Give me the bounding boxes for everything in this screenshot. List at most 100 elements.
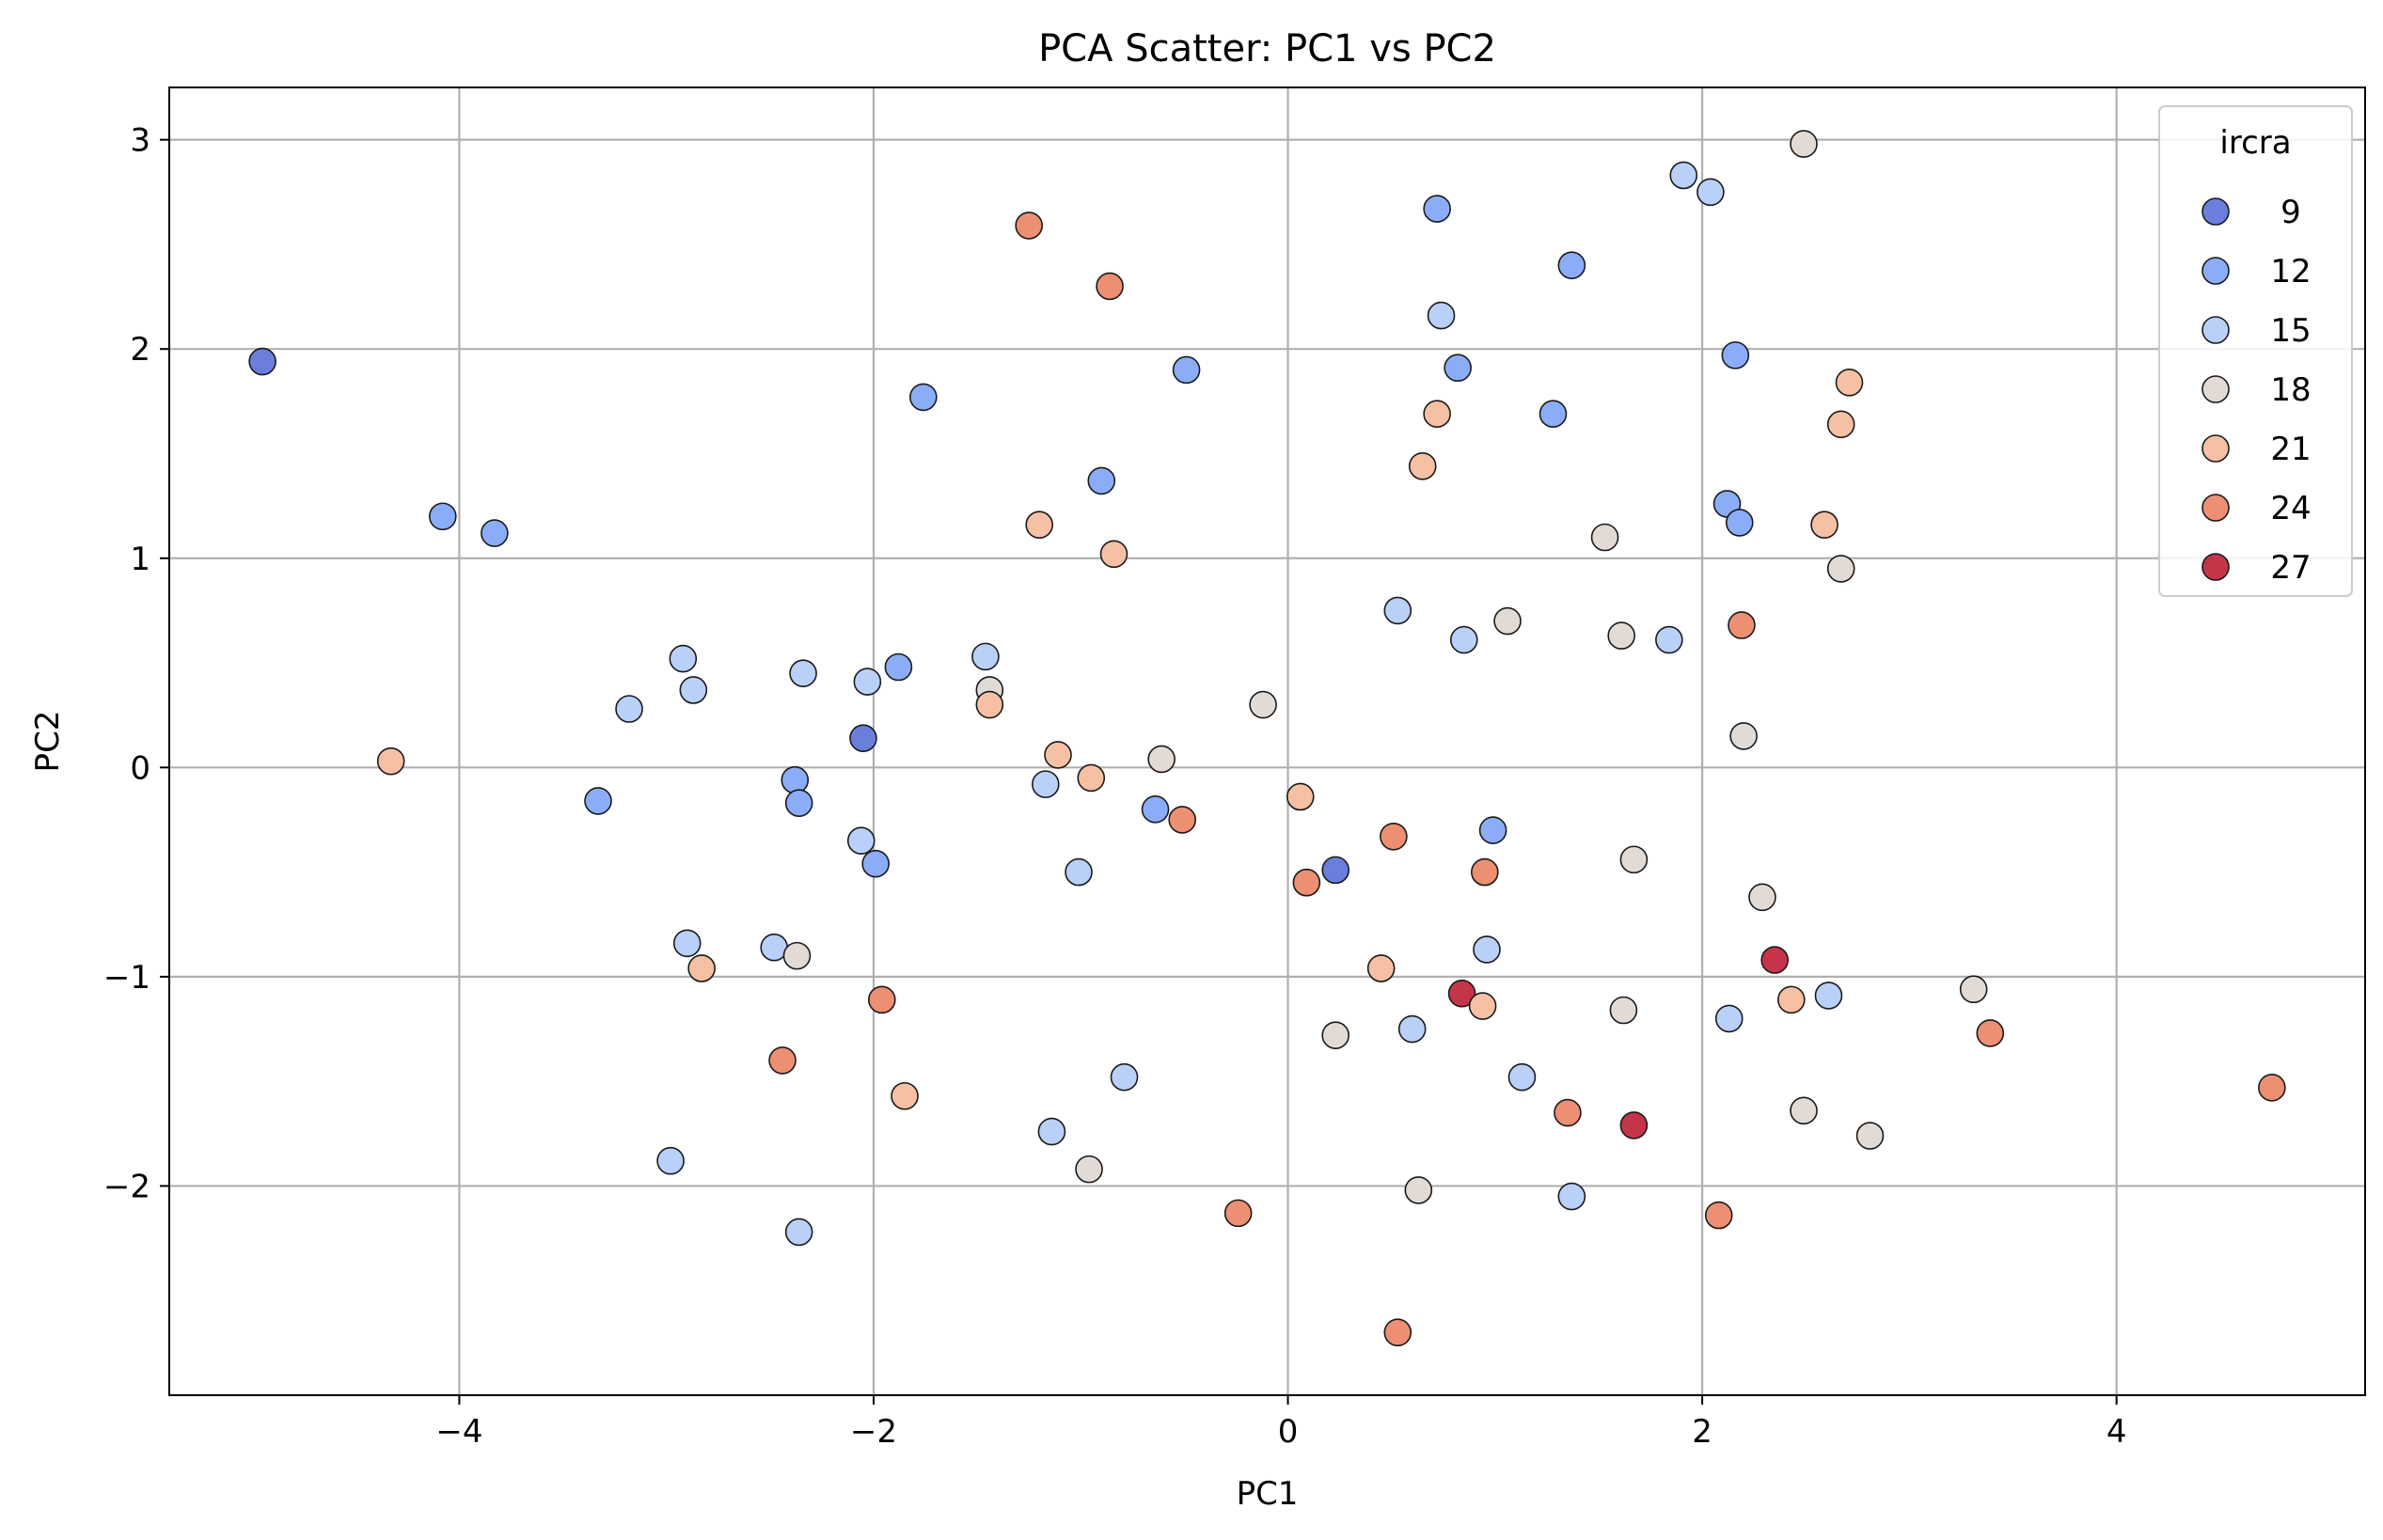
scatter-point: [687, 954, 716, 982]
scatter-point: [1557, 251, 1586, 279]
scatter-point: [1539, 400, 1568, 428]
scatter-point: [1607, 621, 1635, 650]
legend-label: 9: [2280, 194, 2301, 231]
legend-marker: [2202, 434, 2230, 463]
x-tick-label: −4: [435, 1413, 482, 1451]
x-tick-label: −2: [850, 1413, 897, 1451]
legend-label: 27: [2270, 549, 2311, 587]
scatter-point: [849, 724, 877, 752]
scatter-point: [1790, 1096, 1818, 1125]
plot-frame: [168, 86, 2366, 1396]
legend-marker: [2202, 197, 2230, 226]
scatter-point: [1470, 857, 1499, 887]
scatter-point: [975, 690, 1004, 719]
scatter-point: [1855, 1122, 1885, 1150]
scatter-point: [376, 746, 405, 776]
scatter-point: [784, 789, 813, 817]
scatter-point: [615, 695, 643, 723]
scatter-point: [1669, 161, 1698, 190]
scatter-point: [1147, 745, 1176, 774]
scatter-point: [789, 659, 817, 687]
scatter-point: [1031, 770, 1060, 798]
scatter-point: [768, 1046, 797, 1075]
legend-title: ircra: [2219, 124, 2291, 162]
scatter-point: [1447, 979, 1476, 1008]
scatter-point: [1037, 1117, 1066, 1146]
legend-marker: [2202, 316, 2230, 344]
scatter-point: [584, 787, 612, 815]
scatter-point: [1427, 301, 1456, 330]
scatter-point: [1099, 540, 1128, 569]
x-axis-label: PC1: [1237, 1475, 1299, 1513]
scatter-point: [1223, 1199, 1253, 1228]
scatter-point: [1473, 935, 1501, 964]
scatter-point: [1286, 782, 1315, 811]
scatter-point: [1697, 178, 1725, 207]
scatter-point: [1790, 130, 1818, 158]
scatter-point: [248, 347, 276, 376]
legend-label: 12: [2270, 253, 2311, 291]
scatter-point: [884, 652, 913, 682]
scatter-point: [1826, 410, 1855, 439]
legend-box: [2158, 105, 2353, 597]
scatter-point: [1025, 511, 1053, 539]
legend-label: 24: [2270, 490, 2311, 527]
y-tick-label: 2: [130, 331, 150, 369]
legend-label: 18: [2270, 371, 2311, 409]
y-tick-label: 0: [130, 749, 150, 787]
scatter-point: [853, 668, 882, 696]
scatter-point: [1619, 845, 1649, 874]
y-axis-label: PC2: [29, 711, 67, 773]
scatter-point: [1168, 806, 1196, 834]
scatter-point: [846, 826, 876, 856]
scatter-point: [1423, 400, 1451, 428]
scatter-point: [1478, 816, 1507, 844]
scatter-point: [1321, 1021, 1349, 1049]
scatter-point: [1141, 795, 1170, 824]
scatter-point: [1292, 868, 1321, 897]
scatter-point: [1110, 1062, 1139, 1092]
scatter-point: [1075, 1155, 1103, 1184]
legend-marker: [2202, 494, 2230, 522]
legend-marker: [2202, 375, 2230, 403]
scatter-point: [1748, 883, 1776, 912]
scatter-point: [1557, 1182, 1586, 1211]
scatter-point: [1397, 1014, 1427, 1044]
scatter-point: [1468, 992, 1497, 1020]
scatter-point: [1714, 1004, 1744, 1033]
scatter-point: [1728, 611, 1756, 639]
chart-title: PCA Scatter: PC1 vs PC2: [1038, 27, 1496, 71]
legend-entries: 9 12 15 18 21 24 27: [2202, 194, 2312, 587]
scatter-point: [861, 849, 890, 878]
scatter-point: [1444, 354, 1472, 383]
scatter-points: [248, 130, 2286, 1347]
scatter-point: [1077, 763, 1106, 793]
scatter-point: [1321, 856, 1349, 885]
scatter-point: [1704, 1201, 1733, 1230]
scatter-point: [1366, 954, 1396, 982]
scatter-point: [672, 929, 702, 958]
scatter-point: [782, 941, 812, 970]
scatter-point: [1423, 195, 1451, 223]
scatter-point: [1015, 212, 1043, 240]
scatter-point: [1449, 625, 1478, 654]
scatter-point: [1721, 341, 1750, 369]
scatter-point: [428, 502, 457, 531]
y-tick-label: −1: [103, 959, 150, 997]
legend-label: 15: [2270, 312, 2311, 350]
scatter-point: [2258, 1074, 2286, 1102]
scatter-point: [1814, 982, 1843, 1010]
scatter-point: [1087, 466, 1116, 495]
scatter-point: [909, 383, 938, 412]
y-tick-label: 1: [130, 541, 150, 578]
scatter-point: [1835, 369, 1864, 397]
legend-marker: [2202, 257, 2230, 285]
scatter-point: [1609, 996, 1638, 1025]
scatter-point: [1044, 741, 1072, 769]
legend-marker: [2202, 553, 2230, 581]
scatter-point: [1493, 606, 1522, 636]
scatter-point: [1404, 1176, 1433, 1204]
scatter-point: [1777, 985, 1806, 1014]
